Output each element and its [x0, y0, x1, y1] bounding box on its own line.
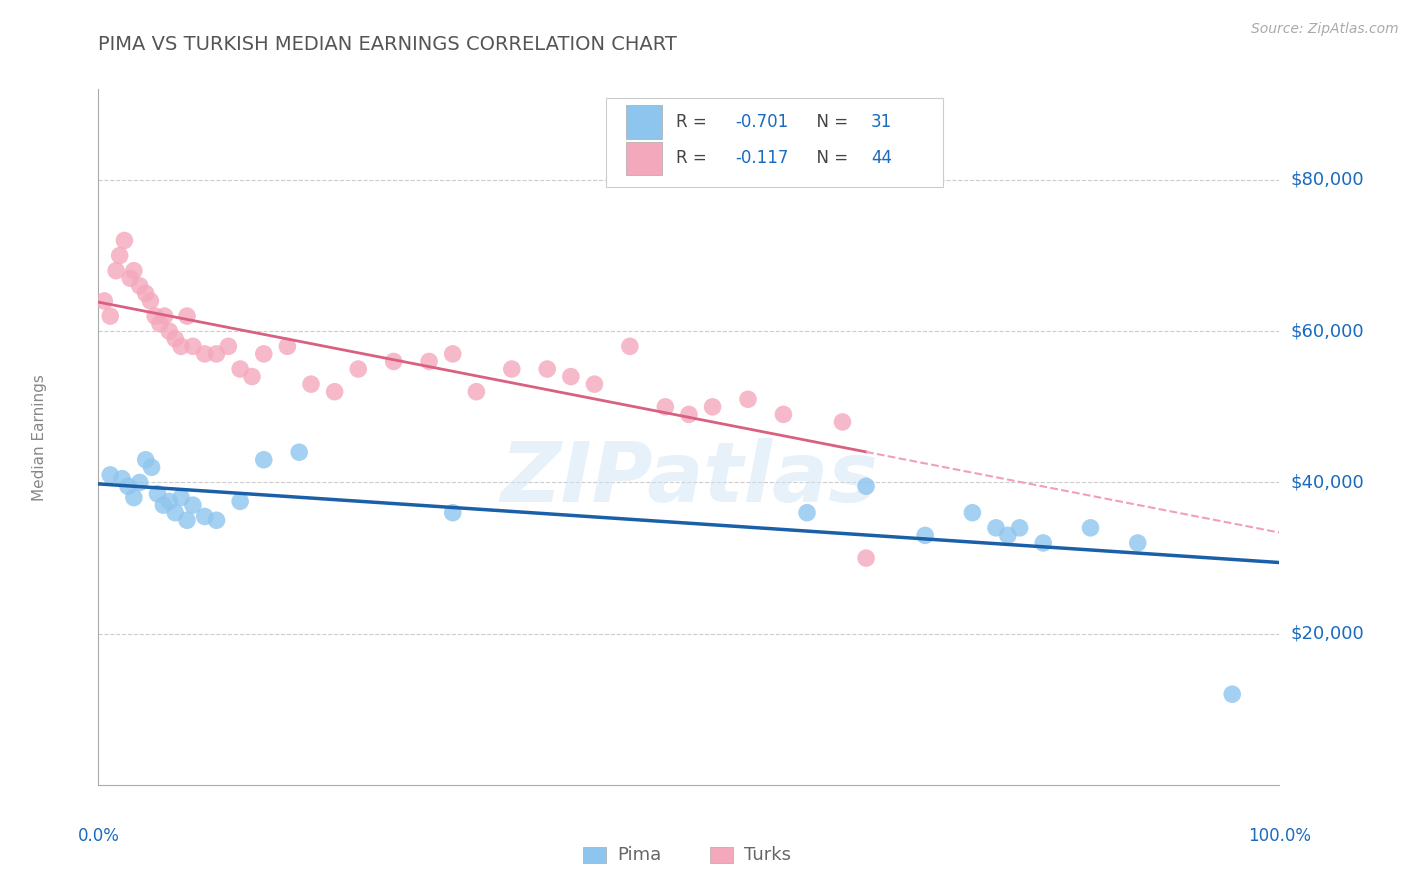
Point [962, 506, 984, 520]
Point [299, 377, 322, 392]
Point [772, 408, 794, 422]
Text: $80,000: $80,000 [1291, 171, 1364, 189]
Point [288, 445, 311, 459]
Point [112, 234, 135, 248]
Point [1080, 521, 1102, 535]
Text: N =: N = [806, 113, 853, 131]
Point [181, 498, 204, 512]
Point [205, 513, 228, 527]
Point [141, 460, 163, 475]
Point [1126, 536, 1149, 550]
Text: Turks: Turks [744, 846, 792, 863]
Point [855, 479, 877, 493]
Point [98, 309, 121, 323]
Text: N =: N = [806, 149, 853, 167]
Point [139, 293, 162, 308]
Point [146, 487, 169, 501]
Point [501, 362, 523, 376]
Point [619, 339, 641, 353]
Point [253, 347, 276, 361]
Point [165, 332, 187, 346]
Point [997, 528, 1019, 542]
Point [796, 506, 818, 520]
Point [1032, 536, 1054, 550]
Point [678, 408, 700, 422]
Text: Median Earnings: Median Earnings [32, 374, 46, 500]
Point [157, 494, 180, 508]
Text: 0.0%: 0.0% [77, 827, 120, 845]
Point [240, 369, 263, 384]
Point [98, 467, 121, 482]
Point [122, 491, 145, 505]
Text: $60,000: $60,000 [1291, 322, 1364, 340]
Point [1220, 687, 1243, 701]
Text: $40,000: $40,000 [1291, 474, 1364, 491]
Point [229, 362, 252, 376]
Point [93, 293, 115, 308]
Point [441, 347, 464, 361]
FancyBboxPatch shape [606, 97, 943, 186]
Text: ZIPatlas: ZIPatlas [501, 438, 877, 519]
Point [149, 317, 172, 331]
Text: 100.0%: 100.0% [1249, 827, 1310, 845]
Point [536, 362, 558, 376]
Point [347, 362, 370, 376]
Text: PIMA VS TURKISH MEDIAN EARNINGS CORRELATION CHART: PIMA VS TURKISH MEDIAN EARNINGS CORRELAT… [98, 35, 678, 54]
Point [855, 551, 877, 566]
Bar [626, 105, 662, 139]
Point [194, 347, 217, 361]
Point [165, 506, 187, 520]
Point [105, 263, 128, 277]
Point [831, 415, 853, 429]
Point [135, 452, 157, 467]
Point [914, 528, 936, 542]
Point [253, 452, 276, 467]
Point [111, 472, 134, 486]
Point [702, 400, 724, 414]
Text: 31: 31 [870, 113, 891, 131]
Point [1008, 521, 1031, 535]
Point [276, 339, 298, 353]
Text: Pima: Pima [617, 846, 662, 863]
Point [194, 509, 217, 524]
Point [654, 400, 676, 414]
Text: -0.117: -0.117 [735, 149, 789, 167]
Bar [626, 142, 662, 175]
Point [984, 521, 1007, 535]
Point [170, 339, 193, 353]
Text: -0.701: -0.701 [735, 113, 789, 131]
Point [135, 286, 157, 301]
Point [122, 263, 145, 277]
Point [152, 498, 174, 512]
Point [128, 475, 150, 490]
Text: Source: ZipAtlas.com: Source: ZipAtlas.com [1251, 22, 1399, 37]
Text: 44: 44 [870, 149, 891, 167]
Point [583, 377, 606, 392]
Point [176, 309, 198, 323]
Point [157, 324, 180, 338]
Point [176, 513, 198, 527]
Point [441, 506, 464, 520]
Point [560, 369, 582, 384]
Point [143, 309, 166, 323]
Text: R =: R = [676, 113, 711, 131]
Point [181, 339, 204, 353]
Point [120, 271, 142, 285]
Point [217, 339, 239, 353]
Text: $20,000: $20,000 [1291, 624, 1364, 643]
Point [117, 479, 139, 493]
Point [108, 249, 131, 263]
Point [229, 494, 252, 508]
Point [170, 491, 193, 505]
Point [323, 384, 346, 399]
Point [465, 384, 488, 399]
Text: R =: R = [676, 149, 711, 167]
Point [153, 309, 176, 323]
Point [737, 392, 759, 407]
Point [205, 347, 228, 361]
Point [382, 354, 405, 368]
Point [128, 278, 150, 293]
Point [418, 354, 440, 368]
